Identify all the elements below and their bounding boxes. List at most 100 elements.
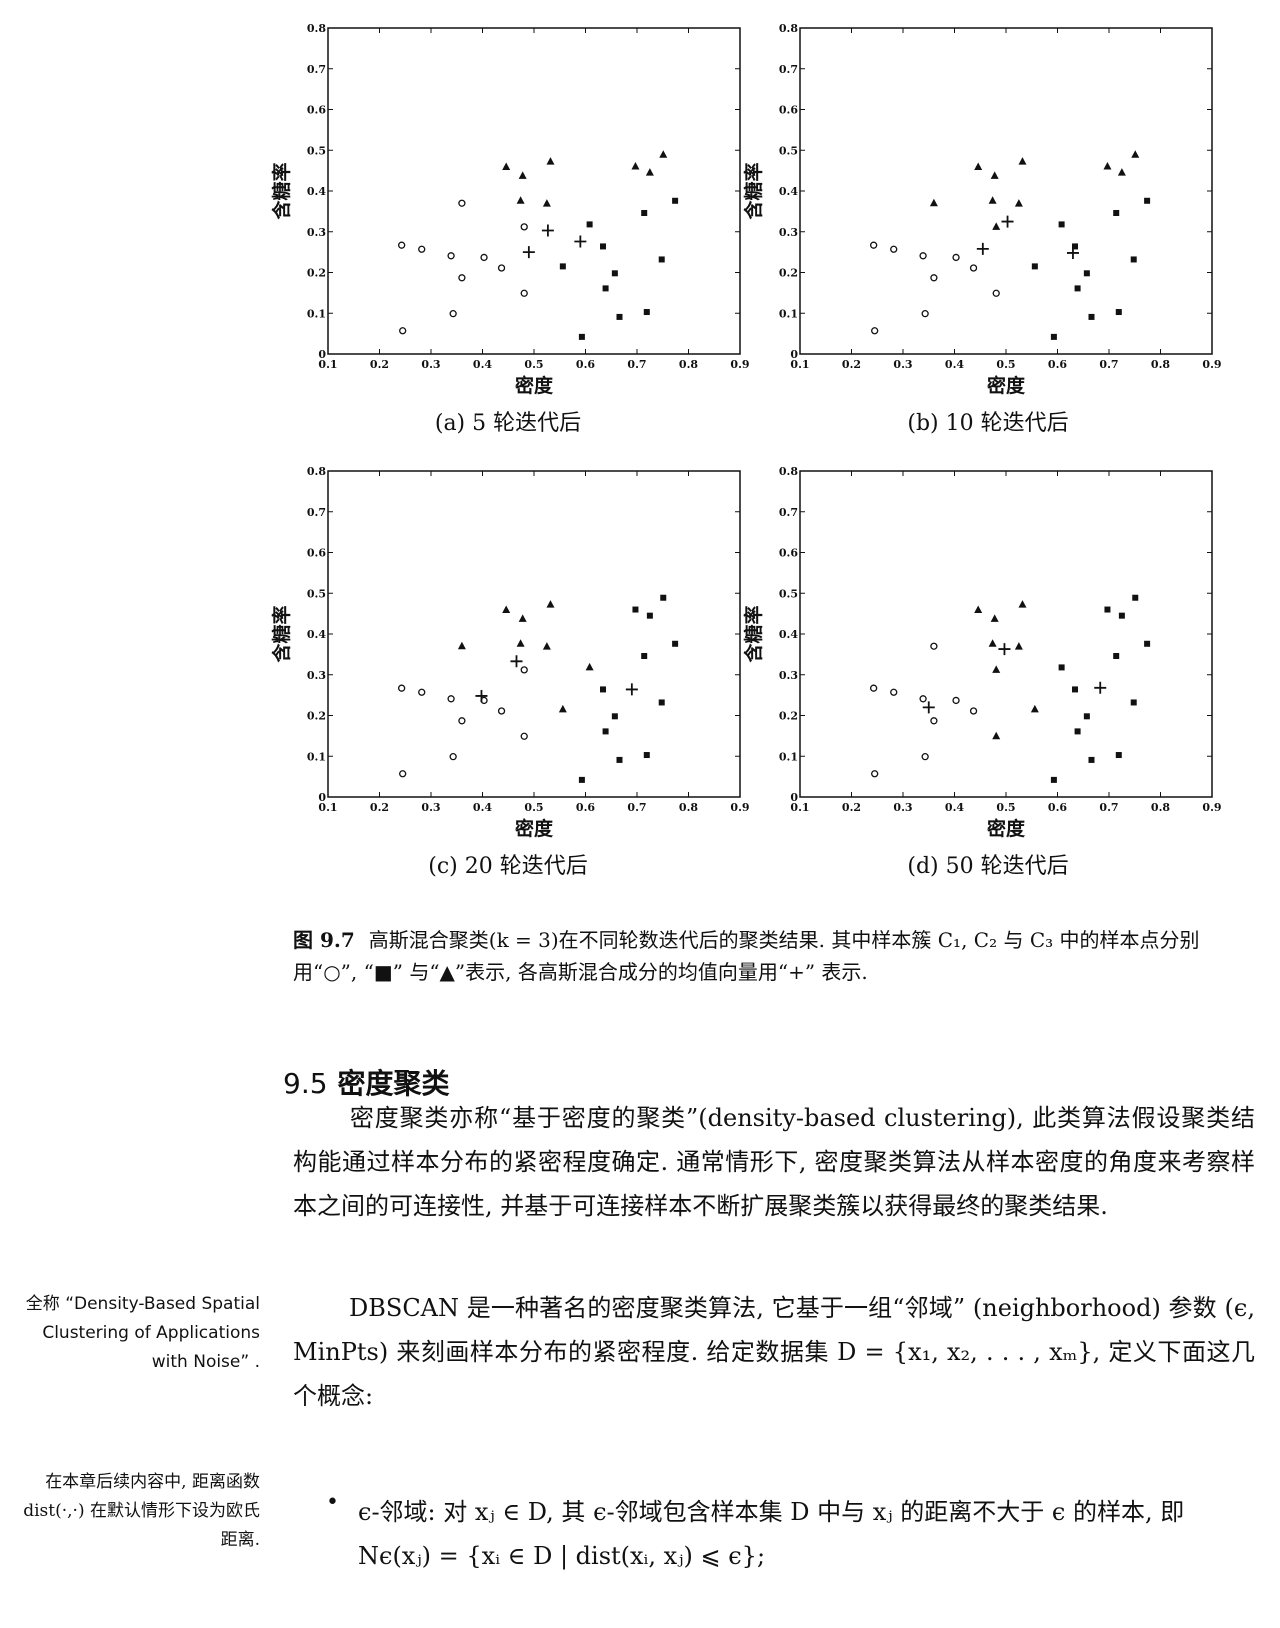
section-heading: 9.5 密度聚类 [283, 1062, 450, 1102]
point-circle [869, 684, 878, 692]
y-tick-label: 0.4 [779, 185, 798, 198]
x-tick-label: 0.5 [996, 801, 1015, 814]
point-square [1050, 776, 1057, 783]
point-circle [952, 696, 960, 705]
y-tick-label: 0.3 [779, 669, 798, 682]
point-square [1144, 640, 1151, 647]
point-circle [447, 695, 455, 703]
point-triangle [1131, 150, 1140, 158]
y-tick-label: 0.1 [779, 750, 798, 763]
paragraph-1: 密度聚类亦称“基于密度的聚类”(density-based clustering… [293, 1096, 1255, 1228]
point-square [1113, 653, 1120, 660]
point-square [646, 612, 653, 619]
point-square [1058, 664, 1065, 671]
x-tick-label: 0.5 [996, 358, 1015, 371]
point-circle [919, 695, 927, 703]
point-triangle [992, 222, 1001, 230]
point-triangle [546, 600, 555, 608]
y-tick-label: 0.2 [779, 710, 798, 723]
point-mean-plus [541, 224, 554, 237]
y-tick-label: 0.1 [779, 307, 798, 320]
point-triangle [1014, 199, 1023, 207]
y-tick-label: 0 [790, 791, 798, 804]
point-circle [399, 770, 407, 778]
y-tick-label: 0.6 [307, 547, 326, 560]
point-mean-plus [1001, 215, 1014, 228]
x-tick-label: 0.4 [473, 801, 492, 814]
y-tick-label: 0.5 [779, 587, 798, 600]
point-square [578, 333, 585, 340]
y-tick-label: 0.7 [307, 63, 326, 76]
point-triangle [929, 198, 938, 207]
point-square [1115, 309, 1122, 316]
point-triangle [988, 639, 997, 647]
point-circle [418, 688, 426, 696]
bullet-icon: • [326, 1490, 339, 1515]
point-square [1104, 606, 1111, 613]
point-mean-plus [976, 242, 989, 255]
point-square [672, 640, 679, 647]
subcaption-b: (b) 10 轮迭代后 [907, 411, 1069, 436]
point-circle [458, 274, 466, 282]
point-square [600, 686, 607, 693]
point-triangle [990, 171, 999, 179]
x-tick-label: 0.9 [1202, 801, 1221, 814]
point-square [1083, 713, 1090, 720]
point-mean-plus [998, 643, 1011, 656]
point-square [658, 699, 665, 706]
point-triangle [502, 605, 511, 613]
point-triangle [988, 196, 997, 204]
point-square [602, 728, 609, 735]
x-tick-label: 0.9 [1202, 358, 1221, 371]
point-mean-plus [625, 683, 638, 696]
paragraph-2-text: DBSCAN 是一种著名的密度聚类算法, 它基于一组“邻域” (neighbor… [293, 1294, 1255, 1410]
margin-note-dbscan: 全称 “Density-Based Spatial Clustering of … [25, 1294, 260, 1372]
y-tick-label: 0.8 [779, 465, 798, 478]
y-tick-label: 0.2 [307, 710, 326, 723]
point-circle [458, 199, 466, 207]
point-square [1072, 686, 1079, 693]
x-axis-label: 密度 [515, 374, 554, 397]
point-triangle [516, 639, 525, 647]
point-mean-plus [1066, 246, 1079, 259]
x-tick-label: 0.5 [524, 358, 543, 371]
point-triangle [518, 614, 527, 622]
y-tick-label: 0.5 [779, 144, 798, 157]
point-circle [952, 253, 960, 262]
point-triangle [992, 665, 1001, 673]
y-tick-label: 0.5 [307, 587, 326, 600]
point-square [658, 256, 665, 263]
point-mean-plus [475, 689, 488, 702]
point-square [1130, 256, 1137, 263]
point-square [643, 752, 650, 759]
point-triangle [585, 662, 594, 671]
point-square [632, 606, 639, 613]
point-triangle [502, 162, 511, 170]
point-triangle [457, 641, 466, 650]
x-tick-label: 0.5 [524, 801, 543, 814]
x-tick-label: 0.7 [1099, 801, 1118, 814]
point-triangle [558, 704, 567, 713]
point-square [1132, 594, 1139, 601]
point-circle [449, 753, 457, 761]
scatter-plot-b: 0.1 0.2 0.3 0.4 0.5 0.6 0.7 0.8 0.9 0 0.1 0.2 0.3 0.4… [742, 10, 1222, 405]
point-triangle [516, 196, 525, 204]
point-square [559, 263, 566, 270]
point-triangle [1103, 162, 1112, 170]
y-tick-label: 0.3 [307, 226, 326, 239]
point-circle [921, 310, 929, 318]
point-square [1088, 313, 1095, 320]
point-circle [930, 642, 938, 650]
x-axis-label: 密度 [987, 374, 1026, 397]
point-circle [447, 252, 455, 260]
point-square [1083, 270, 1090, 277]
point-triangle [1030, 704, 1039, 713]
point-square [602, 285, 609, 292]
x-tick-label: 0.8 [679, 358, 698, 371]
point-circle [871, 770, 879, 778]
x-tick-label: 0.3 [421, 358, 440, 371]
point-circle [397, 684, 406, 692]
x-tick-label: 0.6 [576, 801, 595, 814]
point-square [660, 594, 667, 601]
x-tick-label: 0.1 [318, 801, 337, 814]
